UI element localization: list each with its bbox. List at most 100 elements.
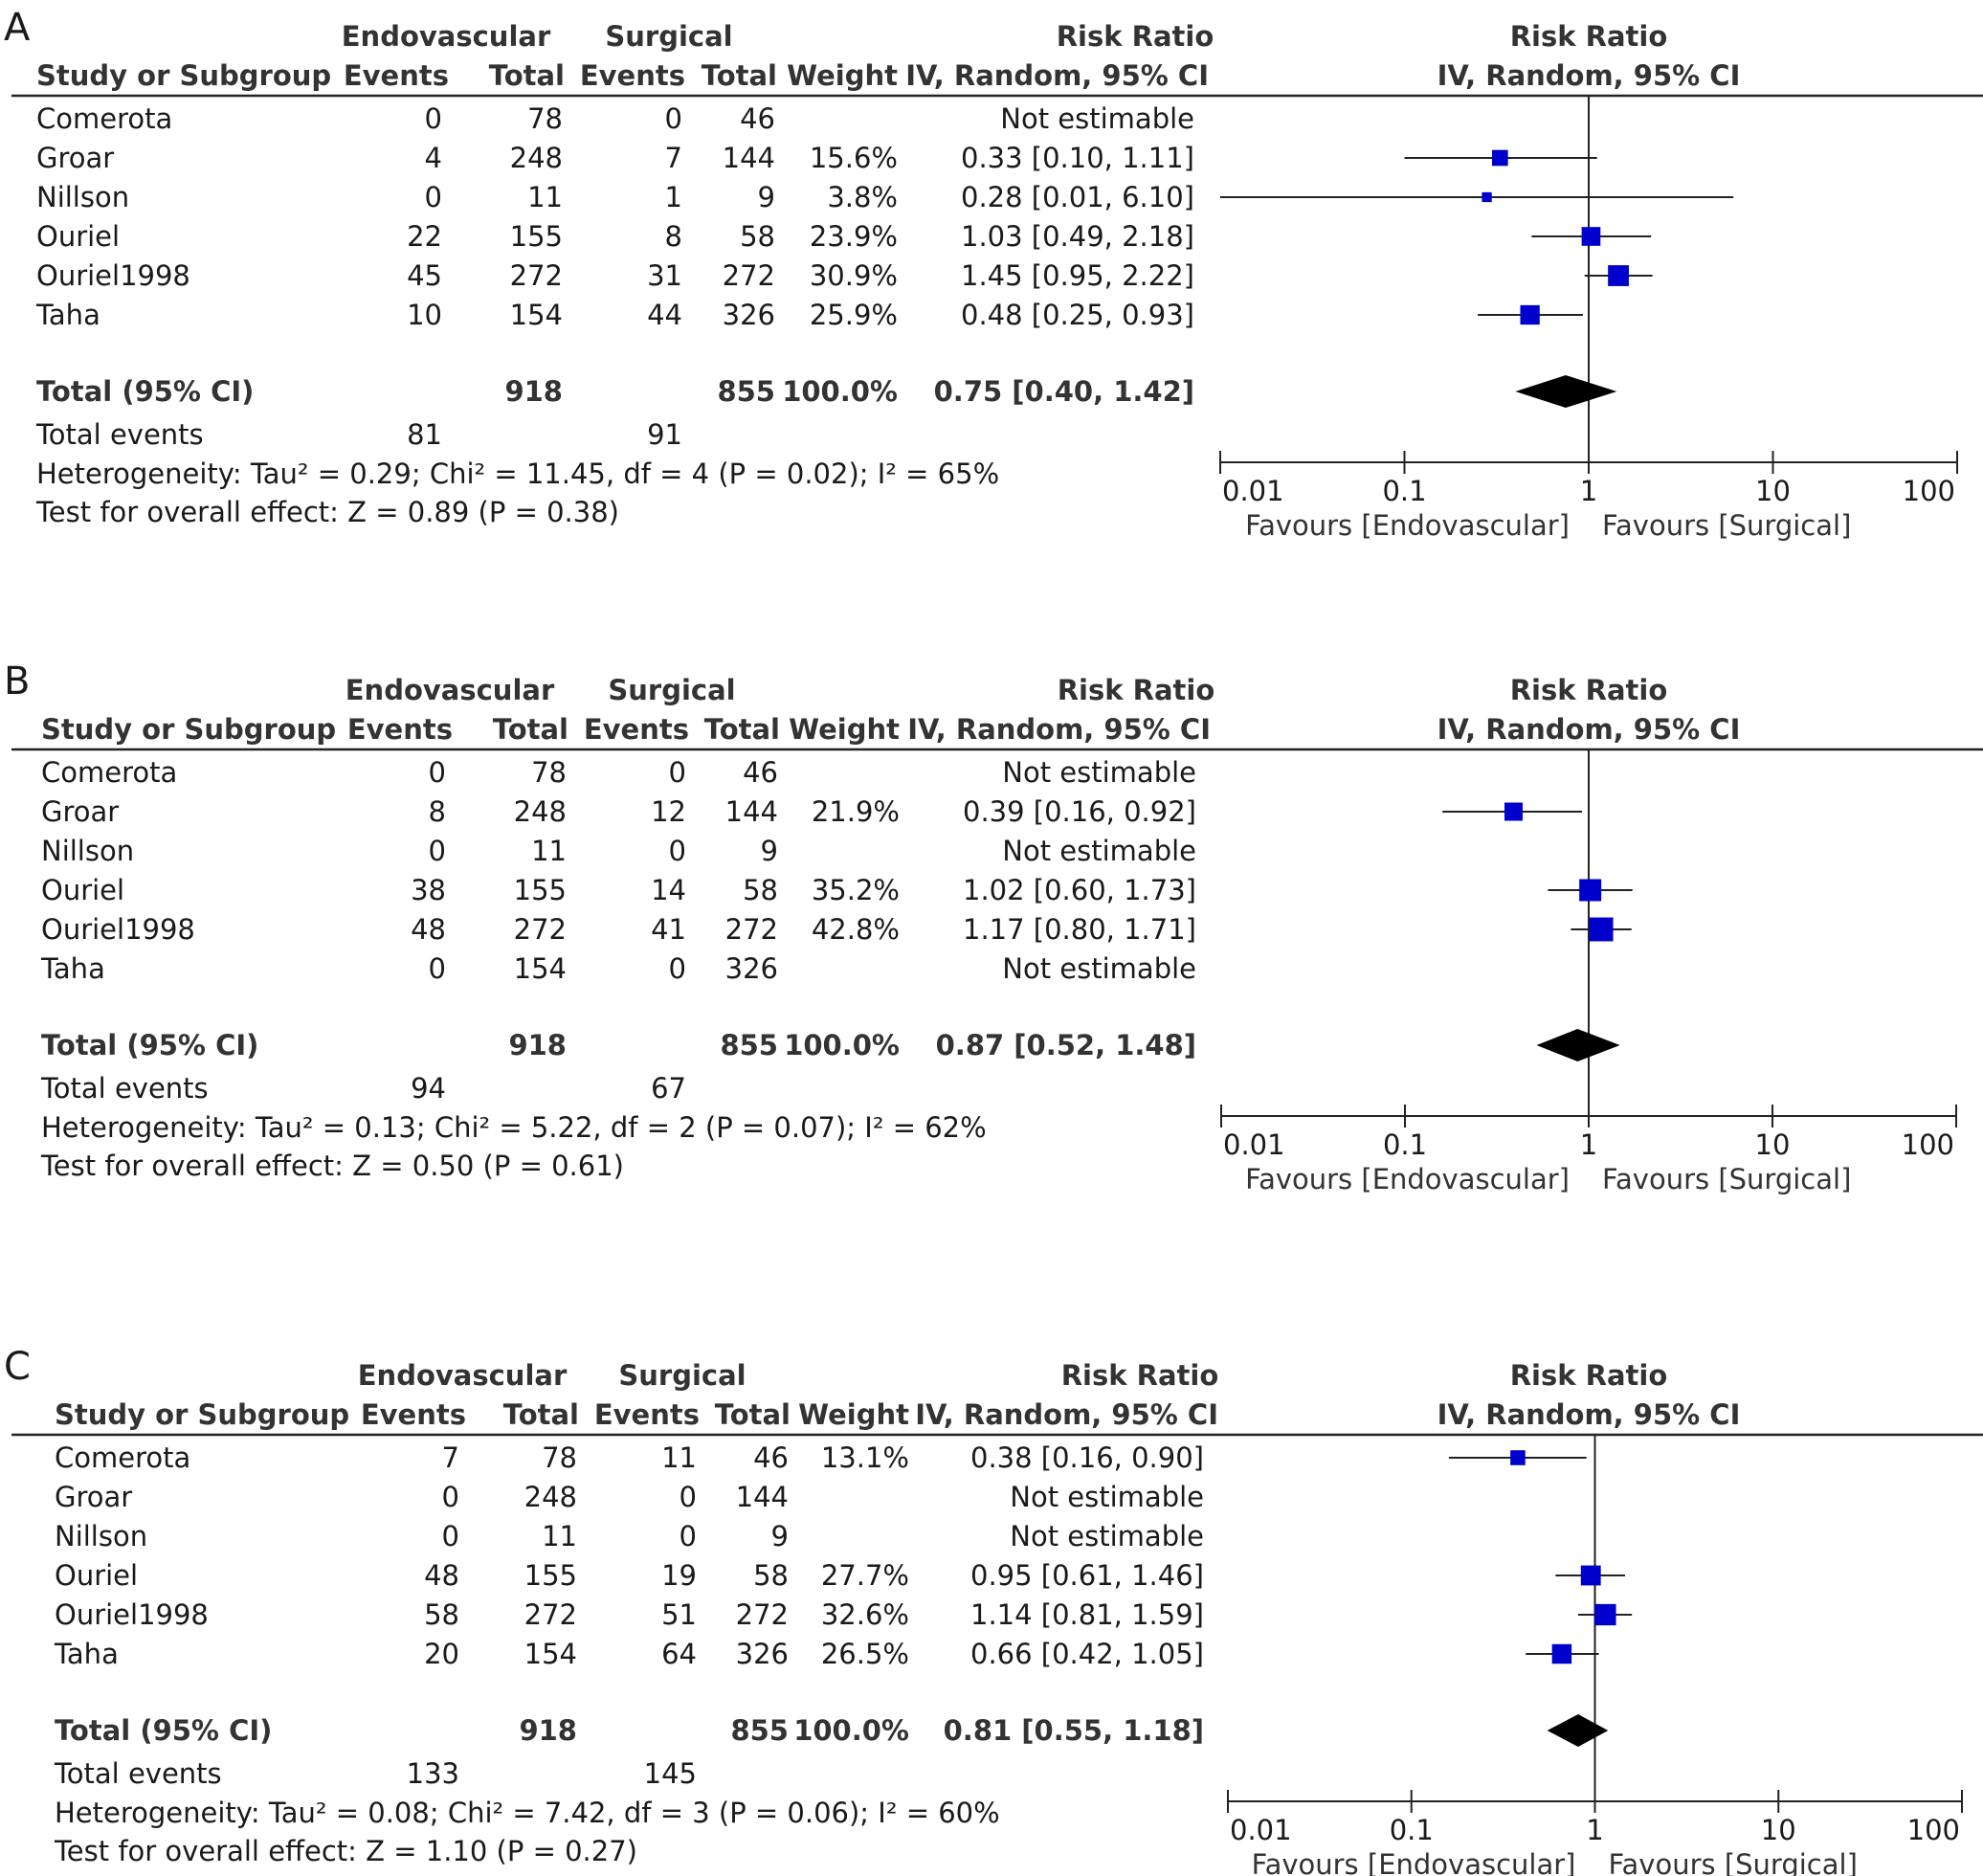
risk-ratio-ci: 0.39 [0.16, 0.92]: [963, 795, 1196, 828]
x-axis-tick-label: 10: [1755, 1128, 1791, 1161]
events-endovascular: 20: [424, 1638, 459, 1670]
x-axis-tick-label: 0.1: [1382, 475, 1426, 507]
x-axis-tick-label: 100: [1902, 1128, 1954, 1161]
total-surgical: 144: [725, 795, 778, 828]
point-estimate-marker: [1504, 802, 1523, 821]
events-surgical: 1: [665, 181, 682, 213]
events-endovascular: 45: [407, 259, 442, 292]
point-estimate-marker: [1580, 1565, 1601, 1586]
point-estimate-marker: [1482, 191, 1492, 203]
total-surgical: 144: [736, 1481, 789, 1513]
risk-ratio-ci: Not estimable: [1010, 1481, 1204, 1513]
weight-value: 35.2%: [812, 874, 900, 906]
x-axis-tick-label: 10: [1761, 1814, 1796, 1846]
total-endovascular: 11: [542, 1520, 577, 1552]
total-weight: 100.0%: [793, 1714, 909, 1747]
study-name: Taha: [35, 299, 100, 331]
total-surgical: 46: [753, 1441, 789, 1474]
risk-ratio-ci: Not estimable: [1002, 835, 1196, 867]
overall-effect-test: Test for overall effect: Z = 0.89 (P = 0…: [35, 496, 619, 528]
weight-value: 32.6%: [821, 1598, 909, 1631]
total-surgical: 46: [740, 102, 775, 135]
total-weight: 100.0%: [782, 375, 898, 408]
header-method-table: IV, Random, 95% CI: [907, 713, 1211, 746]
total-endovascular: 78: [531, 756, 567, 789]
x-axis-tick-label: 0.1: [1390, 1814, 1434, 1846]
risk-ratio-ci: 1.02 [0.60, 1.73]: [963, 874, 1196, 906]
weight-value: 3.8%: [827, 181, 898, 213]
events-surgical: 0: [669, 835, 686, 867]
total-weight: 100.0%: [784, 1029, 900, 1061]
weight-value: 30.9%: [810, 259, 898, 292]
favours-endovascular-label: Favours [Endovascular]: [1252, 1848, 1576, 1876]
total-surgical: 326: [725, 952, 778, 985]
header-method-table: IV, Random, 95% CI: [915, 1398, 1218, 1431]
point-estimate-marker: [1510, 1450, 1526, 1465]
favours-surgical-label: Favours [Surgical]: [1609, 1848, 1858, 1876]
weight-value: 27.7%: [821, 1559, 909, 1592]
header-total-1: Total: [493, 713, 568, 746]
risk-ratio-ci: 0.28 [0.01, 6.10]: [961, 181, 1194, 213]
study-name: Groar: [36, 142, 114, 174]
study-name: Ouriel1998: [36, 259, 190, 292]
total-label: Total (95% CI): [36, 375, 254, 408]
total-surgical: 9: [771, 1520, 789, 1552]
header-total-1: Total: [489, 59, 565, 92]
total-endovascular: 78: [527, 102, 563, 135]
total-n-surgical: 855: [730, 1714, 789, 1747]
forest-panel-b: B Endovascular Surgical Risk Ratio Risk Rati…: [4, 659, 1983, 1195]
header-events-2: Events: [580, 59, 685, 92]
header-risk-ratio-table: Risk Ratio: [1058, 674, 1215, 706]
study-name: Groar: [55, 1481, 132, 1513]
point-estimate-marker: [1579, 879, 1602, 902]
events-surgical: 0: [680, 1520, 697, 1552]
favours-endovascular-label: Favours [Endovascular]: [1245, 509, 1570, 542]
study-name: Ouriel: [41, 874, 124, 906]
events-endovascular: 58: [424, 1598, 459, 1631]
total-endovascular: 11: [527, 181, 563, 213]
header-risk-ratio-table: Risk Ratio: [1061, 1359, 1219, 1392]
weight-value: 25.9%: [810, 299, 898, 331]
study-name: Groar: [41, 795, 119, 828]
total-events-surgical: 67: [651, 1072, 686, 1105]
total-endovascular: 155: [514, 874, 567, 906]
total-endovascular: 272: [514, 913, 567, 946]
total-surgical: 326: [723, 299, 775, 331]
header-surgical: Surgical: [608, 674, 735, 706]
total-endovascular: 154: [514, 952, 567, 985]
x-axis-tick-label: 100: [1903, 475, 1955, 507]
total-surgical: 9: [761, 835, 778, 867]
total-events-label: Total events: [54, 1757, 222, 1790]
weight-value: 42.8%: [812, 913, 900, 946]
events-surgical: 7: [665, 142, 682, 174]
total-n-surgical: 855: [720, 1029, 778, 1061]
weight-value: 26.5%: [821, 1638, 909, 1670]
header-method-plot: IV, Random, 95% CI: [1437, 713, 1741, 746]
total-events-endovascular: 81: [407, 418, 442, 451]
study-name: Nillson: [41, 835, 134, 867]
total-surgical: 58: [740, 220, 775, 253]
x-axis-tick-label: 1: [1580, 475, 1597, 507]
weight-value: 23.9%: [810, 220, 898, 253]
study-name: Comerota: [41, 756, 177, 789]
risk-ratio-ci: Not estimable: [1010, 1520, 1204, 1552]
study-name: Ouriel1998: [41, 913, 195, 946]
study-name: Nillson: [36, 181, 129, 213]
header-events-1: Events: [361, 1398, 466, 1431]
total-surgical: 58: [743, 874, 778, 906]
forest-panel-c: C Endovascular Surgical Risk Ratio Risk Rati…: [4, 1345, 1983, 1876]
header-weight: Weight: [787, 59, 898, 92]
total-events-label: Total events: [35, 418, 204, 451]
total-events-surgical: 91: [647, 418, 682, 451]
risk-ratio-ci: Not estimable: [1002, 756, 1196, 789]
panel-letter: B: [4, 659, 30, 704]
heterogeneity-stats: Heterogeneity: Tau² = 0.29; Chi² = 11.45…: [36, 458, 999, 490]
risk-ratio-ci: 1.45 [0.95, 2.22]: [961, 259, 1194, 292]
risk-ratio-ci: 0.48 [0.25, 0.93]: [961, 299, 1194, 331]
total-n-endovascular: 918: [504, 375, 563, 408]
point-estimate-marker: [1608, 265, 1629, 286]
header-method-table: IV, Random, 95% CI: [905, 59, 1209, 92]
total-label: Total (95% CI): [41, 1029, 258, 1061]
header-events-2: Events: [584, 713, 689, 746]
